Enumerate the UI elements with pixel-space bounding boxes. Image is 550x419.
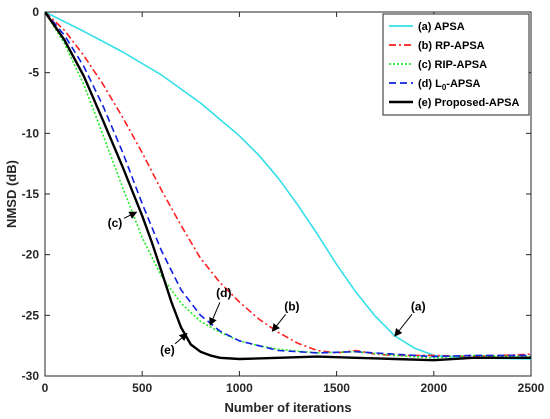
legend-label: (c) RIP-APSA — [418, 59, 487, 71]
y-tick-label: 0 — [32, 5, 39, 19]
annotation-label: (e) — [160, 343, 175, 357]
x-tick-label: 1500 — [323, 381, 350, 395]
annotation-arrow — [174, 332, 188, 345]
y-tick-label: -20 — [22, 248, 40, 262]
annotation-label: (c) — [108, 216, 123, 230]
legend-label: (b) RP-APSA — [418, 40, 485, 52]
annotation-arrow — [209, 302, 221, 326]
legend-box — [382, 13, 530, 116]
legend-label: (d) L0-APSA — [418, 78, 481, 92]
annotation-label: (d) — [216, 286, 231, 300]
y-tick-label: -25 — [22, 308, 40, 322]
x-tick-label: 2500 — [518, 381, 545, 395]
legend-label: (a) APSA — [418, 21, 465, 33]
series-line-3 — [45, 12, 531, 359]
x-tick-label: 1000 — [226, 381, 253, 395]
legend: (a) APSA (b) RP-APSA (c) RIP-APSA (d) L0-AP… — [382, 13, 530, 116]
plot-area: 0 500 1000 1500 2000 2500 0 -5 -10 -15 -20 -25 -30 (a… — [22, 5, 545, 395]
y-tick-label: -10 — [22, 126, 40, 140]
x-axis-title: Number of iterations — [224, 400, 351, 415]
series-line-5 — [45, 12, 531, 362]
x-tick-label: 2000 — [420, 381, 447, 395]
annotation-arrow — [271, 313, 287, 332]
series-line-4 — [45, 12, 531, 358]
annotation-label: (a) — [411, 299, 426, 313]
annotation-arrow — [123, 211, 138, 219]
x-tick-label: 0 — [42, 381, 49, 395]
annotation-arrow — [394, 313, 413, 337]
series-line-1 — [45, 12, 531, 360]
legend-label: (e) Proposed-APSA — [418, 97, 520, 109]
y-axis-title: NMSD (dB) — [4, 160, 19, 228]
y-tick-label: -30 — [22, 369, 40, 383]
series-line-2 — [45, 12, 531, 358]
annotation-label: (b) — [284, 299, 299, 313]
y-tick-label: -15 — [22, 187, 40, 201]
y-tick-label: -5 — [28, 66, 39, 80]
x-tick-label: 500 — [132, 381, 152, 395]
